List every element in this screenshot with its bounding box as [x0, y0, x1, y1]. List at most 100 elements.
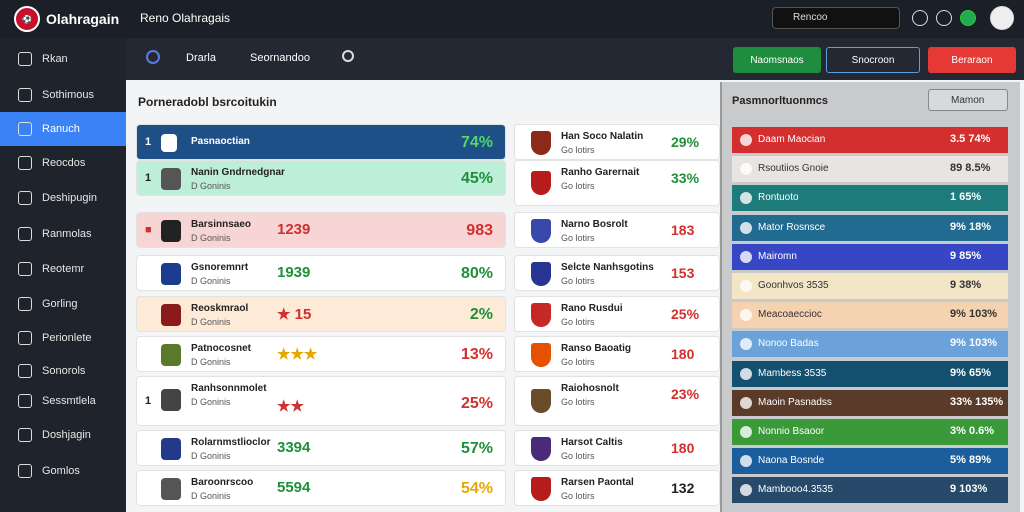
list-item[interactable]: Selcte Nanhsgotins Go lotirs 153: [514, 255, 720, 291]
panel-row[interactable]: Daam Maocian 3.5 74%: [732, 127, 1008, 153]
panel-row[interactable]: Mator Rosnsce 9% 18%: [732, 214, 1008, 241]
club-badge: [531, 171, 551, 195]
sidebar-item-2[interactable]: Sothimous: [0, 78, 126, 112]
panel-row-name: Rontuoto: [758, 192, 799, 204]
list-item[interactable]: 1 Pasnaoctian 74%: [136, 124, 506, 160]
panel-row[interactable]: Naona Bosnde 5% 89%: [732, 448, 1008, 475]
list-item[interactable]: 1 Nanin Gndrnedgnar D Goninis 45%: [136, 160, 506, 196]
gear-icon: [18, 464, 32, 478]
panel-row[interactable]: Mambess 3535 9% 65%: [732, 360, 1008, 387]
notification-icon[interactable]: [936, 10, 952, 26]
list-item[interactable]: Rarsen Paontal Go lotirs 132: [514, 470, 720, 506]
list-item[interactable]: Narno Bosrolt Go lotirs 183: [514, 212, 720, 248]
panel-row[interactable]: Mambooo4.3535 9 103%: [732, 477, 1008, 504]
team-icon: [740, 134, 752, 146]
panel-row[interactable]: Nonnio Bsaoor 3% 0.6%: [732, 419, 1008, 445]
panel-row-name: Rsoutiios Gnoie: [758, 163, 829, 175]
globe-icon[interactable]: [146, 50, 160, 64]
panel-row[interactable]: Goonhvos 3535 9 38%: [732, 273, 1008, 299]
team-icon: [740, 221, 752, 234]
club-badge: [531, 303, 551, 327]
breadcrumb: Reno Olahragais: [140, 11, 231, 25]
panel-row[interactable]: Rontuoto 1 65%: [732, 185, 1008, 212]
team-icon: [740, 280, 752, 292]
panel-row-value: 9% 103%: [950, 337, 998, 350]
team-icon: [740, 338, 752, 351]
panel-row-name: Nonnio Bsaoor: [758, 426, 825, 437]
list-item[interactable]: Baroonrscoo D Goninis 5594 54%: [136, 470, 506, 506]
club-logo[interactable]: ⚽: [14, 6, 40, 32]
search-icon: [18, 227, 32, 241]
green-button[interactable]: Naomsnaos: [733, 47, 821, 73]
sidebar-item-6[interactable]: Ranmolas: [0, 217, 126, 251]
list-item[interactable]: Gsnoremnrt D Goninis 1939 80%: [136, 255, 506, 291]
player-avatar: [161, 168, 181, 190]
sidebar-item-13[interactable]: Gomlos: [0, 454, 126, 488]
panel-row-name: Naona Bosnde: [758, 455, 825, 467]
panel-row-value: 1 65%: [950, 191, 982, 204]
status-icon[interactable]: [960, 10, 976, 26]
panel-row[interactable]: Maoin Pasnadss 33% 135%: [732, 389, 1008, 416]
list-item[interactable]: Harsot Caltis Go lotirs 180: [514, 430, 720, 466]
search-input[interactable]: Rencoo: [772, 7, 900, 29]
tab-b[interactable]: Seornandoo: [250, 52, 310, 64]
shop-icon: [18, 428, 32, 442]
panel-row-value: 9% 18%: [950, 220, 991, 233]
sidebar-item-12[interactable]: Doshjagin: [0, 418, 126, 452]
settings-icon[interactable]: [912, 10, 928, 26]
panel-row[interactable]: Rsoutiios Gnoie 89 8.5%: [732, 156, 1008, 183]
player-avatar: [161, 389, 181, 411]
team-icon: [740, 367, 752, 380]
panel-row-value: 3% 0.6%: [950, 425, 995, 437]
users-icon: [18, 191, 32, 205]
edit-icon: [18, 88, 32, 102]
sidebar-item-11[interactable]: Sessmtlela: [0, 384, 126, 418]
list-item[interactable]: Reoskmraol D Goninis ★ 15 2%: [136, 296, 506, 332]
sidebar-item-5[interactable]: Deshipugin: [0, 181, 126, 215]
team-icon: [740, 250, 752, 263]
outline-button[interactable]: Snocroon: [826, 47, 920, 73]
sidebar-item-home[interactable]: Rkan: [0, 42, 126, 76]
panel-row-name: Mator Rosnsce: [758, 221, 826, 233]
list-item[interactable]: 1 Ranhsonnmolet D Goninis ★★ 25%: [136, 376, 506, 426]
chart-icon: [18, 156, 32, 170]
list-item[interactable]: Ranho Garernait Go lotirs 33%: [514, 160, 720, 206]
sidebar-item-4[interactable]: Reocdos: [0, 146, 126, 180]
red-button[interactable]: Beraraon: [928, 47, 1016, 73]
panel-row-name: Maoin Pasnadss: [758, 396, 832, 408]
sidebar-item-9[interactable]: Perionlete: [0, 321, 126, 355]
club-badge: [531, 389, 551, 413]
list-icon: [18, 122, 32, 136]
list-item[interactable]: Rolarnmstlioclor D Goninis 3394 57%: [136, 430, 506, 466]
panel-row-name: Mambess 3535: [758, 367, 827, 379]
avatar[interactable]: [990, 6, 1014, 30]
panel-row-name: Daam Maocian: [758, 134, 826, 145]
list-item[interactable]: Ranso Baoatig Go lotirs 180: [514, 336, 720, 372]
calendar-icon: [18, 262, 32, 276]
list-item[interactable]: Rano Rusdui Go lotirs 25%: [514, 296, 720, 332]
club-badge: [531, 262, 551, 286]
panel-row[interactable]: Meacoaeccioc 9% 103%: [732, 302, 1008, 329]
team-icon: [740, 192, 752, 205]
list-item[interactable]: Raiohosnolt Go lotirs 23%: [514, 376, 720, 426]
stats-icon: [18, 394, 32, 408]
list-item[interactable]: Han Soco Nalatin Go lotirs 29%: [514, 124, 720, 160]
team-icon: [740, 484, 752, 497]
list-item[interactable]: Patnocosnet D Goninis ★★★ 13%: [136, 336, 506, 372]
club-badge: [161, 344, 181, 366]
sidebar-item-10[interactable]: Sonorols: [0, 354, 126, 388]
club-badge: [161, 220, 181, 242]
refresh-icon[interactable]: [342, 50, 354, 62]
panel-row-value: 5% 89%: [950, 454, 991, 467]
panel-row[interactable]: Mairomn 9 85%: [732, 243, 1008, 270]
panel-row-value: 9 38%: [950, 279, 982, 291]
sidebar-item-7[interactable]: Reotemr: [0, 252, 126, 286]
sidebar-item-active[interactable]: Ranuch: [0, 112, 126, 146]
more-button[interactable]: Mamon: [928, 89, 1008, 111]
team-icon: [740, 455, 752, 468]
tab-a[interactable]: Drarla: [186, 52, 216, 64]
panel-row[interactable]: Nonoo Badas 9% 103%: [732, 331, 1008, 358]
club-badge: [531, 343, 551, 367]
list-item[interactable]: ■ Barsinnsaeo D Goninis 1239 983: [136, 212, 506, 248]
sidebar-item-8[interactable]: Gorling: [0, 287, 126, 321]
